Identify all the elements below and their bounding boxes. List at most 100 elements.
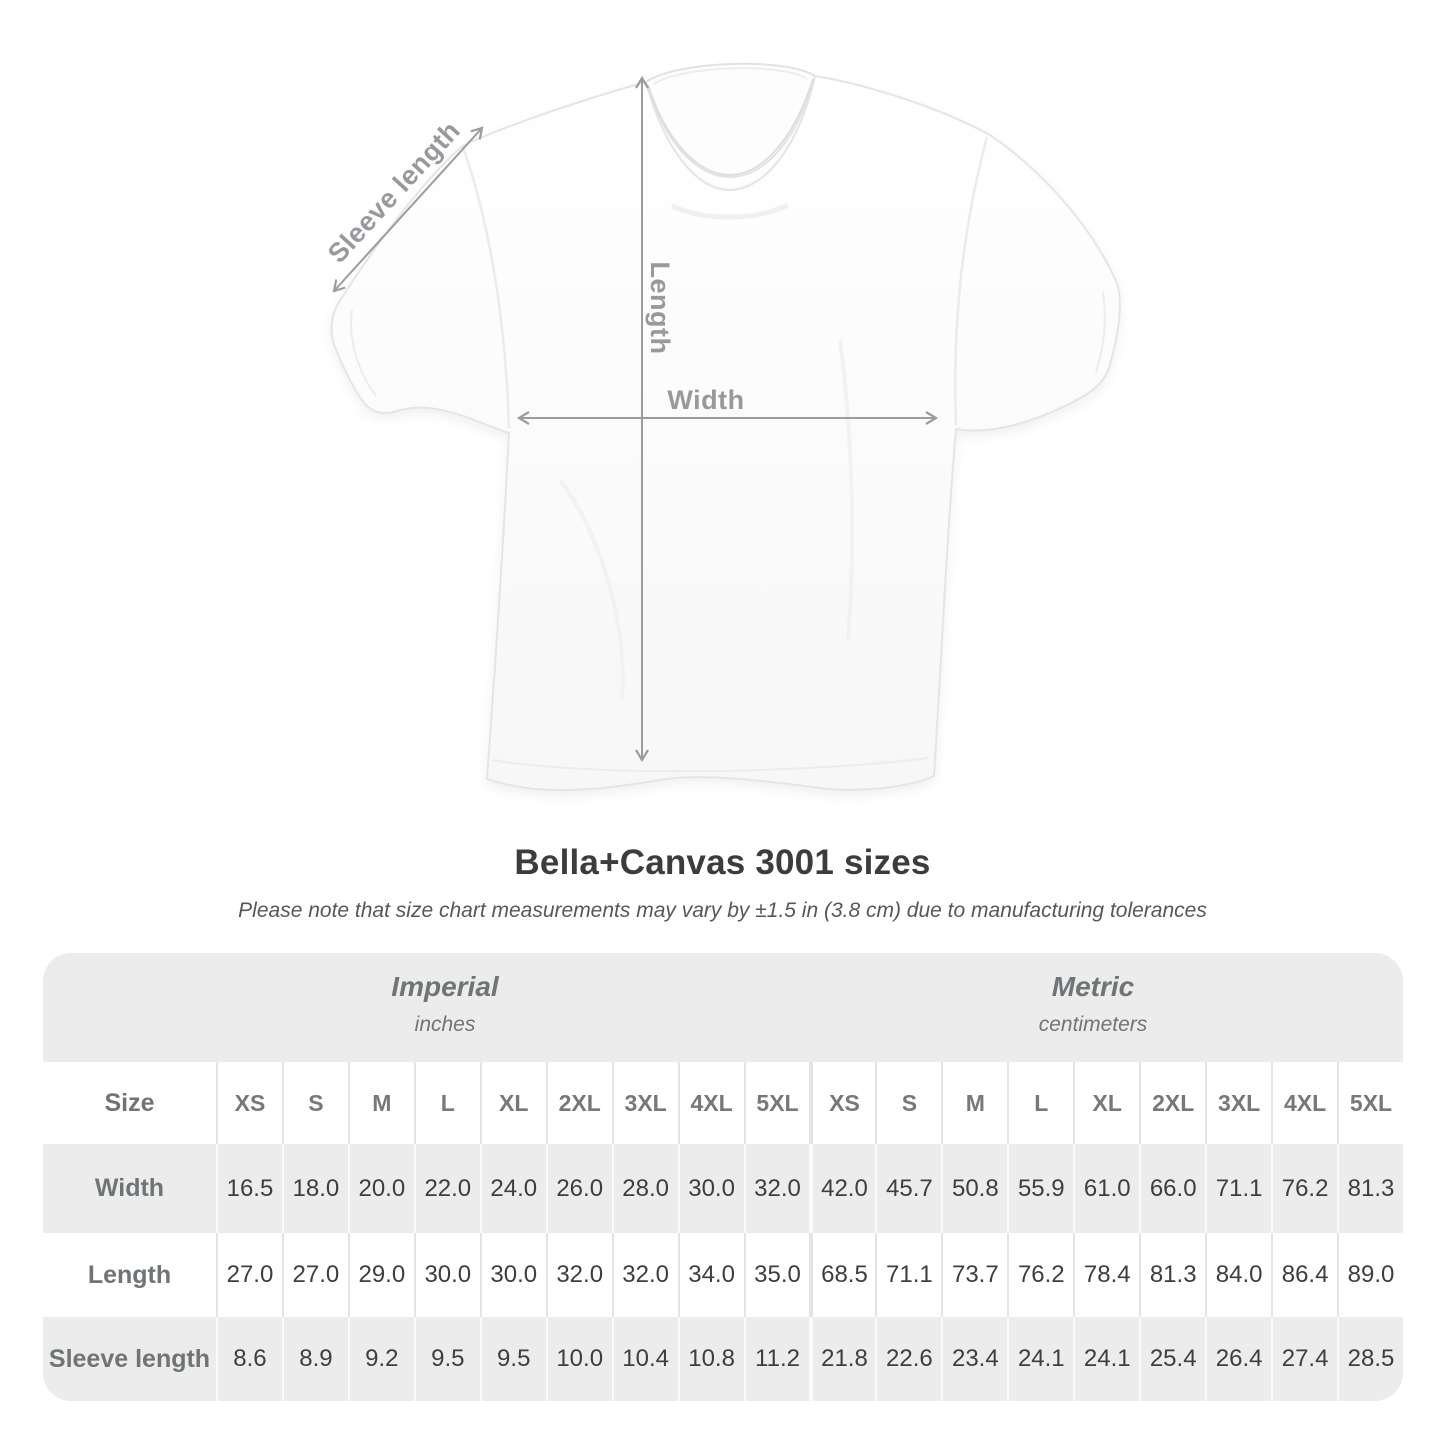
value-cell: 34.0 [677, 1233, 744, 1317]
sleeve-length-arrow [332, 126, 484, 293]
tshirt-back-collar [644, 62, 817, 179]
left-cuff-seam [350, 309, 377, 397]
body-wrinkle-right [838, 339, 855, 641]
value-cell: 27.4 [1271, 1317, 1337, 1401]
size-column-header: Size [104, 1088, 155, 1117]
metric-title: Metric [1051, 971, 1135, 1002]
tshirt-body [330, 74, 1121, 792]
value-cell: 81.3 [1139, 1233, 1205, 1317]
tshirt-graphic [330, 62, 1121, 796]
size-header-cell: 5XL [743, 1062, 810, 1144]
dimension-arrows [332, 75, 939, 763]
value-cell: 32.0 [743, 1144, 810, 1233]
page-subtitle: Please note that size chart measurements… [238, 899, 1207, 922]
value-cell: 32.0 [611, 1233, 678, 1317]
value-cell: 66.0 [1139, 1144, 1205, 1233]
body-wrinkle-left [558, 478, 625, 701]
value-cell: 23.4 [941, 1317, 1007, 1401]
value-cell: 24.1 [1007, 1317, 1073, 1401]
unit-group-imperial: Imperial inches [391, 970, 498, 1040]
page-title: Bella+Canvas 3001 sizes [514, 843, 931, 882]
hem-seam [491, 757, 929, 773]
value-cell: 86.4 [1271, 1233, 1337, 1317]
collar-back-inner-line [653, 67, 808, 85]
value-cell: 61.0 [1073, 1144, 1139, 1233]
imperial-title: Imperial [391, 971, 499, 1002]
size-header-cell: 3XL [611, 1062, 678, 1144]
measurement-row-label: Width [94, 1174, 165, 1202]
right-armhole-seam [953, 136, 989, 426]
value-cell: 30.0 [479, 1233, 546, 1317]
value-cell: 68.5 [809, 1233, 875, 1317]
size-header-cell: S [281, 1062, 348, 1144]
value-cell: 10.0 [545, 1317, 612, 1401]
value-cell: 76.2 [1007, 1233, 1073, 1317]
value-cell: 8.6 [216, 1317, 282, 1401]
value-cell: 11.2 [743, 1317, 810, 1401]
value-cell: 71.1 [1205, 1144, 1271, 1233]
value-cell: 26.4 [1205, 1317, 1271, 1401]
measurement-row: Width 16.5 18.0 20.0 22.0 24.0 26.0 28.0 30.0 32.… [43, 1144, 1403, 1233]
value-cell: 32.0 [545, 1233, 612, 1317]
unit-header-band: Imperial inches Metric centimeters [43, 953, 1403, 1062]
measurement-row: Sleeve length 8.6 8.9 9.2 9.5 9.5 10.0 10.4 10.8… [43, 1317, 1403, 1401]
value-cell: 81.3 [1337, 1144, 1403, 1233]
metric-subtitle: centimeters [1038, 1013, 1148, 1036]
value-cell: 30.0 [413, 1233, 480, 1317]
value-cell: 55.9 [1007, 1144, 1073, 1233]
measurement-row: Length 27.0 27.0 29.0 30.0 30.0 32.0 32.0 34.0 35… [43, 1233, 1403, 1317]
value-cell: 35.0 [743, 1233, 810, 1317]
size-header-cell: 4XL [677, 1062, 744, 1144]
width-label: Width [667, 385, 744, 415]
size-header-cell: M [941, 1062, 1007, 1144]
size-header-cell: 4XL [1271, 1062, 1337, 1144]
size-header-cell: 3XL [1205, 1062, 1271, 1144]
collar-shadow [670, 202, 790, 220]
value-cell: 89.0 [1337, 1233, 1403, 1317]
value-cell: 9.5 [413, 1317, 480, 1401]
value-cell: 84.0 [1205, 1233, 1271, 1317]
size-chart-table: Imperial inches Metric centimeters Size X… [43, 953, 1403, 1401]
value-cell: 30.0 [677, 1144, 744, 1233]
size-header-cell: XL [479, 1062, 546, 1144]
value-cell: 78.4 [1073, 1233, 1139, 1317]
measurement-row-label: Length [87, 1260, 172, 1289]
value-cell: 24.0 [479, 1144, 546, 1233]
value-cell: 24.1 [1073, 1317, 1139, 1401]
measurements-grid: Size XS S M L XL 2XL 3XL 4XL 5XL XS S M L XL 2XL 3XL 4XL 5… [43, 1062, 1403, 1401]
value-cell: 71.1 [875, 1233, 941, 1317]
value-cell: 45.7 [875, 1144, 941, 1233]
right-cuff-seam [1095, 291, 1106, 373]
imperial-subtitle: inches [414, 1013, 476, 1036]
size-header-cell: M [347, 1062, 414, 1144]
size-header-cell: S [875, 1062, 941, 1144]
value-cell: 18.0 [281, 1144, 348, 1233]
size-header-row: Size XS S M L XL 2XL 3XL 4XL 5XL XS S M L XL 2XL 3XL 4XL 5… [43, 1062, 1403, 1144]
collar-inner-seam [647, 78, 814, 177]
value-cell: 8.9 [281, 1317, 348, 1401]
length-label: Length [645, 262, 675, 355]
value-cell: 20.0 [347, 1144, 414, 1233]
value-cell: 16.5 [216, 1144, 282, 1233]
value-cell: 10.4 [611, 1317, 678, 1401]
value-cell: 9.2 [347, 1317, 414, 1401]
value-cell: 73.7 [941, 1233, 1007, 1317]
value-cell: 42.0 [809, 1144, 875, 1233]
value-cell: 26.0 [545, 1144, 612, 1233]
value-cell: 21.8 [809, 1317, 875, 1401]
value-cell: 28.5 [1337, 1317, 1403, 1401]
value-cell: 22.0 [413, 1144, 480, 1233]
size-header-cell: 5XL [1337, 1062, 1403, 1144]
value-cell: 76.2 [1271, 1144, 1337, 1233]
value-cell: 27.0 [216, 1233, 282, 1317]
value-cell: 29.0 [347, 1233, 414, 1317]
value-cell: 10.8 [677, 1317, 744, 1401]
value-cell: 50.8 [941, 1144, 1007, 1233]
size-header-cell: XL [1073, 1062, 1139, 1144]
value-cell: 22.6 [875, 1317, 941, 1401]
value-cell: 25.4 [1139, 1317, 1205, 1401]
value-cell: 28.0 [611, 1144, 678, 1233]
size-header-cell: XS [216, 1062, 282, 1144]
unit-group-metric: Metric centimeters [1039, 970, 1148, 1040]
